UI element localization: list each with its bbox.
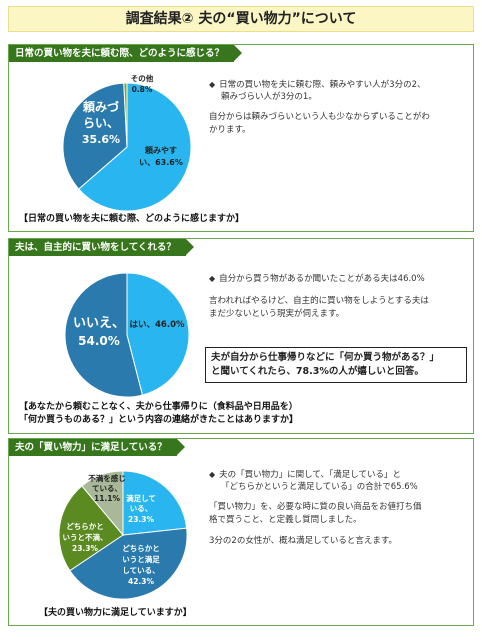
summary-conclusion: 3分の2の女性が、概ね満足していると言えます。 — [209, 536, 398, 546]
slice-label-fuman-1: 不満を感じ — [88, 473, 126, 483]
slice-label-tanomiyasui-1: 頼みやす — [145, 145, 177, 155]
slice-label-yaya-manzoku-2: いうと満足 — [122, 554, 160, 564]
pie-labels: その他 0.8% 頼みづ らい、 35.6% 頼みやす い、63.6% — [82, 73, 183, 167]
slice-label-manzoku-1: 満足して — [126, 493, 156, 503]
summary-note: 言われればやるけど、自主的に買い物をしようとする夫は まだ少ないという現実が伺え… — [209, 295, 471, 321]
pie-slice — [69, 527, 188, 600]
note-line: 言われればやるけど、自主的に買い物をしようとする夫は — [209, 296, 429, 306]
summary-note: 自分からは頼みづらいという人も少なからずいることがわ かります。 — [209, 111, 471, 137]
pie-slice — [58, 485, 124, 572]
section-shopping-satisfaction: 夫の「買い物力」に満足している？ 満足して いる、 23.3% どちらかと いう… — [8, 438, 474, 626]
slice-value-yaya-manzoku: 42.3% — [128, 577, 155, 586]
note-line: 自分からは頼みづらいという人も少なからずいることがわ — [209, 112, 430, 122]
summary-bullet: ◆ 日常の買い物を夫に頼む際、頼みやすい人が3分の2、 頼みづらい人が3分の1。 — [209, 79, 469, 103]
pie-slice — [78, 82, 192, 212]
pie-slice — [64, 272, 144, 398]
pie-chart: 満足して いる、 23.3% どちらかと いうと満足 している、 42.3% ど… — [58, 470, 188, 600]
page-title: 調査結果② 夫の“買い物力”について — [8, 6, 474, 32]
slice-value-yaya-fuman: 23.3% — [72, 544, 99, 553]
slice-value-iie: 54.0% — [78, 334, 120, 348]
summary-bullet: ◆ 夫の「買い物力」に関して、「満足している」と 「どちらかというと満足している」… — [209, 469, 471, 493]
slice-label-tanomiyasui-2: い、63.6% — [139, 158, 183, 167]
section-header: 夫は、自主的に買い物をしてくれる？ — [9, 239, 194, 256]
callout-line: と聞いてくれたら、78.3%の人が嬉しいと回答。 — [211, 366, 424, 377]
section-request-feeling: 日常の買い物を夫に頼む際、どのように感じる？ その他 0.8% 頼みづ らい、 … — [8, 44, 474, 232]
bullet-line: 自分から買う物があるか聞いたことがある夫は46.0% — [219, 274, 425, 284]
caption-line: 【あなたから頼むことなく、夫から仕事帰りに（食料品や日用品を） — [19, 402, 298, 412]
bullet-line: 頼みづらい人が3分の1。 — [221, 92, 317, 102]
summary-bullet: ◆ 自分から買う物があるか聞いたことがある夫は46.0% — [209, 274, 425, 284]
pie-labels: 満足して いる、 23.3% どちらかと いうと満足 している、 42.3% ど… — [63, 473, 161, 586]
note-line: まだ少ないという現実が伺えます。 — [209, 309, 345, 319]
highlight-callout: 夫が自分から仕事帰りなどに「何か買う物がある？」 と聞いてくれたら、78.3%の… — [205, 347, 467, 383]
slice-label-tanomizurai-2: らい、 — [83, 116, 119, 130]
slice-label-iie: いいえ、 — [73, 316, 125, 331]
note-line: 「買い物力」を、必要な時に質の良い商品をお値打ち価 — [209, 502, 422, 512]
slice-label-fuman-2: ている、 — [92, 484, 122, 493]
slice-label-manzoku-2: いる、 — [130, 504, 153, 513]
pie-labels: いいえ、 54.0% はい、46.0% — [73, 316, 185, 348]
slice-label-hai: はい、46.0% — [129, 320, 185, 330]
pie-slice — [62, 82, 128, 190]
pie-slice — [123, 82, 128, 148]
slice-label-yaya-fuman-1: どちらかと — [66, 521, 104, 531]
slice-label-yaya-fuman-2: いうと不満、 — [63, 532, 108, 542]
slice-value-fuman: 11.1% — [94, 494, 121, 503]
pie-slice — [81, 470, 124, 537]
callout-line: 夫が自分から仕事帰りなどに「何か買う物がある？」 — [211, 352, 440, 363]
slice-label-tanomizurai-1: 頼みづ — [82, 99, 119, 114]
bullet-line: 日常の買い物を夫に頼む際、頼みやすい人が3分の2、 — [219, 80, 426, 90]
slice-value-manzoku: 23.3% — [128, 515, 155, 524]
section-header: 夫の「買い物力」に満足している？ — [9, 439, 185, 456]
chart-caption: 【あなたから頼むことなく、夫から仕事帰りに（食料品や日用品を） 「何か買うものあ… — [19, 401, 298, 427]
slice-value-sonota: 0.8% — [132, 85, 153, 94]
slice-value-tanomizurai: 35.6% — [82, 133, 120, 146]
section-voluntary-shopping: 夫は、自主的に買い物をしてくれる？ いいえ、 54.0% はい、46.0% ◆ 自… — [8, 238, 474, 434]
pie-slice — [122, 470, 188, 536]
slice-label-sonota: その他 — [131, 73, 154, 83]
slice-label-yaya-manzoku-1: どちらかと — [122, 543, 160, 553]
bullet-line: 「どちらかというと満足している」の合計で65.6% — [221, 482, 418, 492]
chart-caption: 【日常の買い物を夫に頼む際、どのように感じますか】 — [19, 214, 245, 224]
bullet-line: 夫の「買い物力」に関して、「満足している」と — [219, 470, 401, 480]
note-line: かります。 — [209, 125, 251, 135]
pie-chart: いいえ、 54.0% はい、46.0% — [64, 272, 190, 398]
chart-caption: 【夫の買い物力に満足していますか】 — [39, 608, 192, 618]
note-line: 格で買うこと、と定義し質問しました。 — [209, 515, 362, 525]
slice-label-yaya-manzoku-3: している、 — [122, 566, 159, 575]
pie-slice — [126, 272, 190, 396]
caption-line: 「何か買うものある？」という内容の連絡がきたことはありますか】 — [19, 415, 299, 425]
summary-note: 「買い物力」を、必要な時に質の良い商品をお値打ち価 格で買うこと、と定義し質問し… — [209, 501, 471, 527]
section-header: 日常の買い物を夫に頼む際、どのように感じる？ — [9, 45, 243, 62]
pie-chart: その他 0.8% 頼みづ らい、 35.6% 頼みやす い、63.6% — [62, 73, 192, 212]
